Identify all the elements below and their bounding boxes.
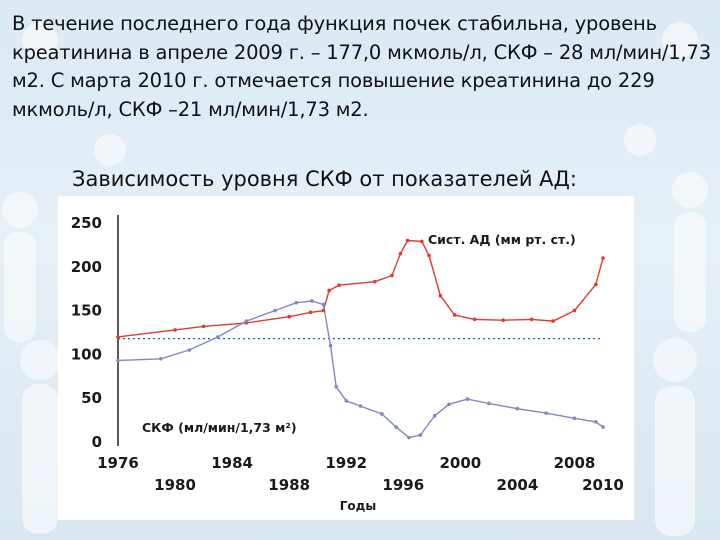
x-tick-label: 2000 [439,454,481,472]
data-point-gfr [447,402,451,407]
data-point-gfr [465,397,470,401]
x-tick-label: 1976 [97,454,139,472]
series-line-bp [117,239,604,338]
data-point-bp [321,308,326,313]
y-tick-label: 100 [71,345,102,363]
x-axis-ticks: 1976 1980 1984 1988 1992 1996 2000 2004 2008 2010 [97,454,624,494]
data-point-gfr [310,299,314,303]
x-tick-label: 1980 [154,476,196,494]
intro-paragraph: В течение последнего года функция почек … [12,12,711,121]
data-point-gfr [321,302,326,307]
x-tick-label: 1996 [382,476,424,494]
x-tick-label: 1988 [268,476,310,494]
data-point-gfr [572,416,577,421]
series-label-gfr: СКФ (мл/мин/1,73 м²) [142,420,297,435]
data-point-bp [551,319,555,323]
y-tick-label: 200 [71,258,102,276]
data-point-bp [390,273,394,278]
data-point-gfr [358,404,363,408]
chart-heading: Зависимость уровня СКФ от показателей АД… [72,167,578,191]
data-point-bp [427,253,431,258]
bp-gfr-line-chart: 0 50 100 150 200 250 1976 1980 1984 1988 1992 1996… [71,214,624,513]
x-axis-label: Годы [340,499,376,513]
data-point-bp [308,310,313,315]
data-point-bp [452,313,457,317]
data-point-gfr [334,385,339,389]
y-tick-label: 50 [81,389,102,407]
data-point-gfr [594,420,598,424]
x-tick-label: 2010 [582,476,624,494]
data-point-bp [327,288,331,293]
data-point-gfr [344,399,349,403]
data-point-gfr [407,435,411,440]
data-point-gfr [394,425,398,429]
data-point-gfr [601,425,605,429]
series-line-gfr [117,300,604,439]
data-point-bp [405,238,410,243]
data-point-gfr [244,319,249,323]
y-tick-label: 150 [71,302,102,320]
series-label-bp: Сист. АД (мм рт. ст.) [428,232,576,247]
x-tick-label: 1992 [325,454,367,472]
data-point-gfr [487,401,491,406]
data-point-bp [438,293,443,298]
data-point-bp [529,317,534,322]
data-point-gfr [187,348,192,352]
y-tick-label: 0 [92,433,102,451]
data-point-bp [501,318,505,323]
data-point-gfr [294,300,299,305]
data-point-bp [472,317,477,322]
data-point-bp [420,239,424,244]
data-point-bp [398,251,403,256]
y-axis-ticks: 0 50 100 150 200 250 [71,214,102,451]
data-point-gfr [380,412,384,416]
data-point-bp [372,279,377,284]
data-point-bp [287,314,291,319]
data-point-bp [594,282,598,287]
data-point-bp [116,335,120,339]
x-tick-label: 1984 [211,454,253,472]
x-tick-label: 2008 [554,454,596,472]
data-point-gfr [418,433,423,437]
series-markers [116,238,605,440]
data-point-gfr [158,356,163,361]
data-point-bp [601,256,605,260]
data-point-gfr [432,413,437,418]
data-point-gfr [328,343,333,348]
data-point-bp [572,308,577,313]
data-point-gfr [273,308,277,313]
data-point-gfr [216,335,220,339]
data-point-bp [201,324,206,329]
data-point-gfr [116,358,120,363]
data-point-bp [173,328,177,332]
y-tick-label: 250 [71,214,102,232]
x-tick-label: 2004 [497,476,539,494]
data-point-gfr [515,406,520,411]
data-point-bp [337,283,341,287]
data-point-gfr [544,411,548,415]
chart-panel: 0 50 100 150 200 250 1976 1980 1984 1988 1992 1996… [58,196,634,520]
